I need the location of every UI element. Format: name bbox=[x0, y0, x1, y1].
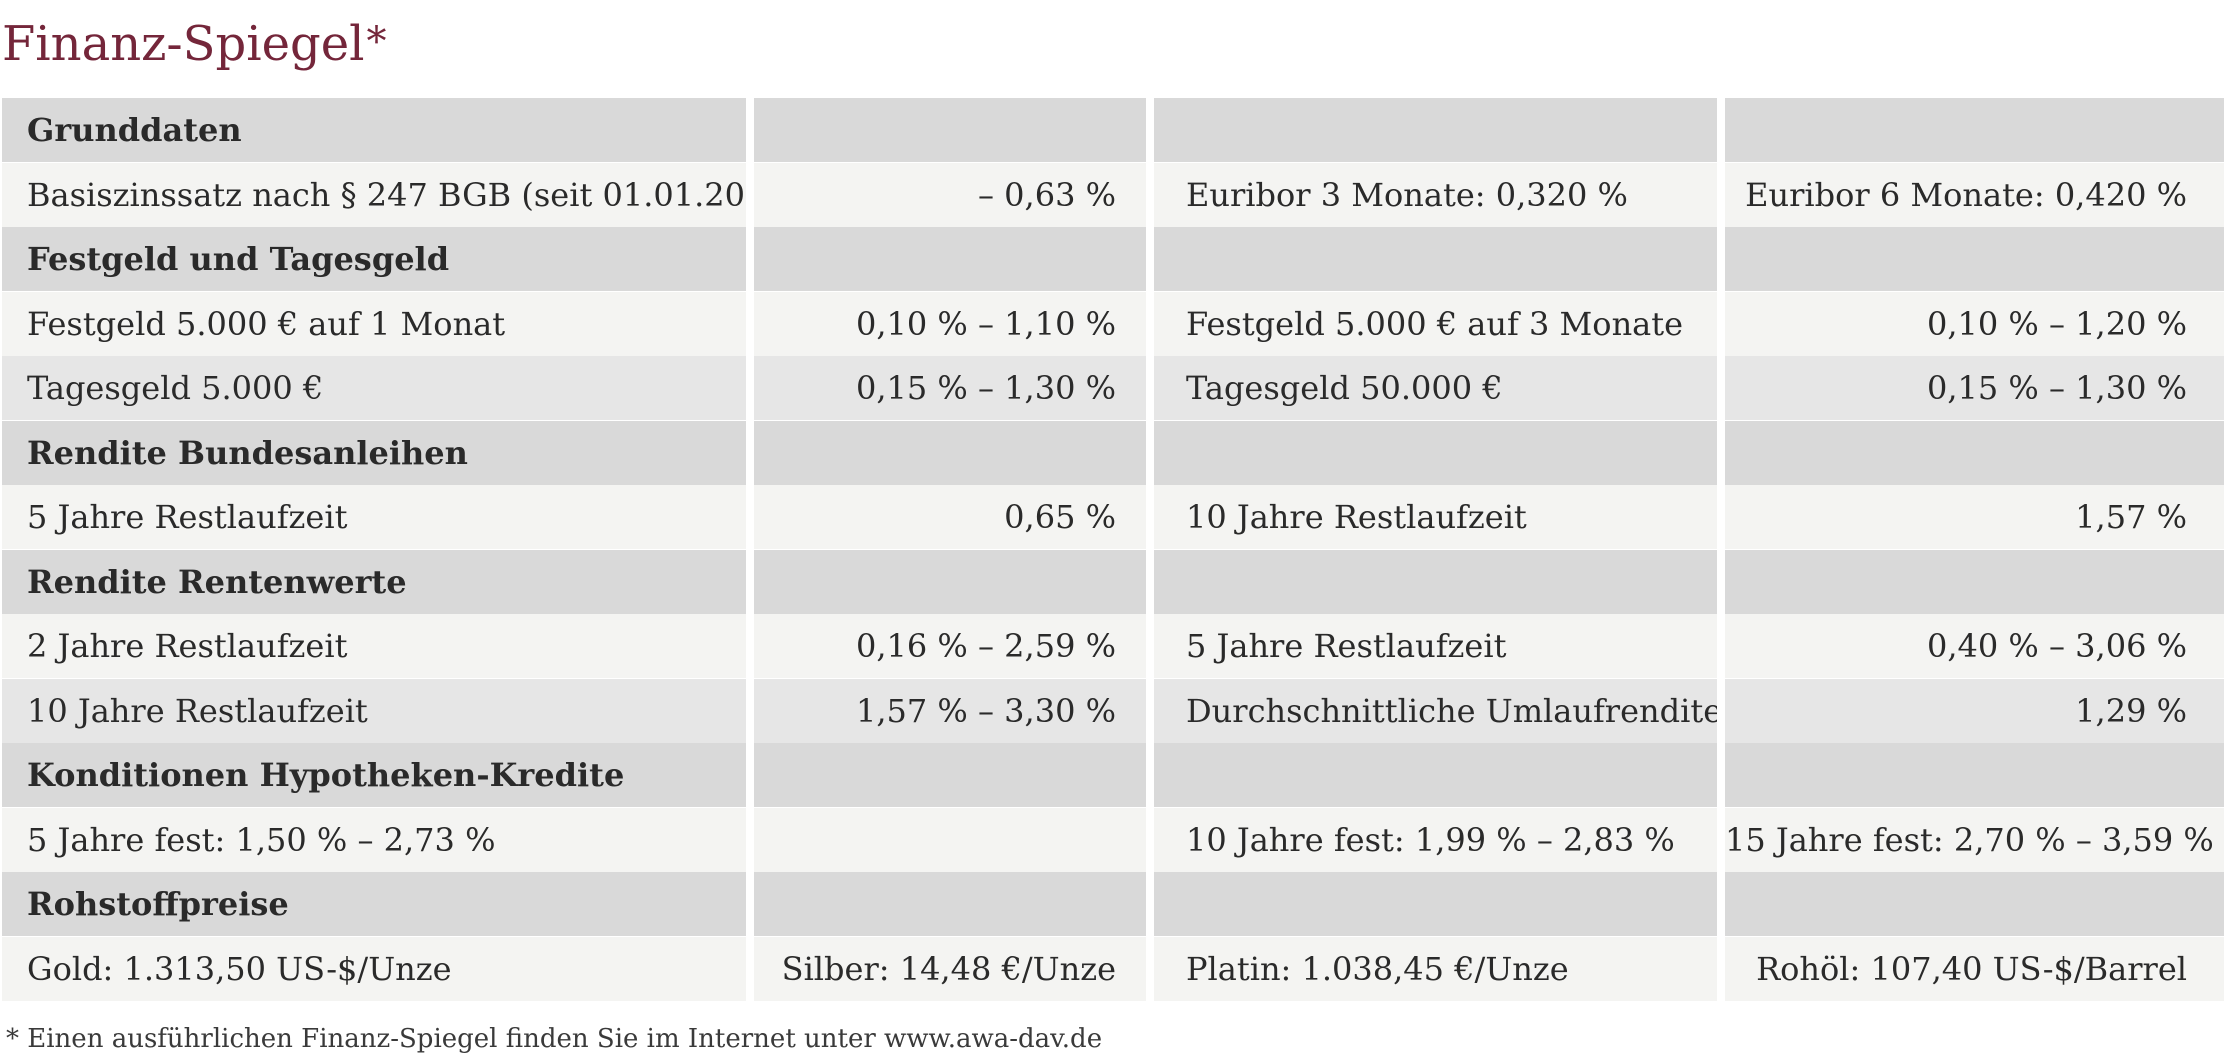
section-header-rentenwerte: Rendite Rentenwerte bbox=[2, 549, 2224, 614]
header-cell-empty bbox=[754, 420, 1146, 485]
row-value: 1,57 % – 3,30 % bbox=[754, 678, 1146, 743]
table-row: 10 Jahre Restlaufzeit 1,57 % – 3,30 % Du… bbox=[2, 678, 2224, 743]
header-cell-empty bbox=[1725, 872, 2224, 936]
header-cell-empty bbox=[754, 227, 1146, 291]
section-header-rohstoffe: Rohstoffpreise bbox=[2, 872, 2224, 936]
header-cell-empty bbox=[1725, 227, 2224, 291]
row-label-right: 10 Jahre fest: 1,99 % – 2,83 % bbox=[1154, 807, 1717, 872]
row-label-right: 10 Jahre Restlaufzeit bbox=[1154, 485, 1717, 549]
header-cell-empty bbox=[754, 872, 1146, 936]
section-heading: Rendite Rentenwerte bbox=[2, 549, 746, 614]
header-cell-empty bbox=[754, 743, 1146, 807]
section-heading: Rohstoffpreise bbox=[2, 872, 746, 936]
header-cell-empty bbox=[1154, 98, 1717, 162]
page-title-text: Finanz-Spiegel bbox=[2, 16, 365, 72]
header-cell-empty bbox=[1154, 227, 1717, 291]
header-cell-empty bbox=[754, 98, 1146, 162]
finance-table: Grunddaten Basiszinssatz nach § 247 BGB … bbox=[2, 98, 2224, 1001]
table-row: Tagesgeld 5.000 € 0,15 % – 1,30 % Tagesg… bbox=[2, 356, 2224, 420]
table-row: 5 Jahre Restlaufzeit 0,65 % 10 Jahre Res… bbox=[2, 485, 2224, 549]
row-value: 0,15 % – 1,30 % bbox=[754, 356, 1146, 420]
row-value-right: 0,40 % – 3,06 % bbox=[1725, 614, 2224, 678]
row-value: Silber: 14,48 €/Unze bbox=[754, 936, 1146, 1001]
row-value-right: Euribor 6 Monate: 0,420 % bbox=[1725, 162, 2224, 227]
section-heading: Rendite Bundesanleihen bbox=[2, 420, 746, 485]
title-footnote-marker: * bbox=[366, 19, 387, 65]
header-cell-empty bbox=[1725, 549, 2224, 614]
row-label: 5 Jahre Restlaufzeit bbox=[2, 485, 746, 549]
table-row: Gold: 1.313,50 US-$/Unze Silber: 14,48 €… bbox=[2, 936, 2224, 1001]
row-value-right: 1,29 % bbox=[1725, 678, 2224, 743]
header-cell-empty bbox=[1154, 872, 1717, 936]
row-value bbox=[754, 807, 1146, 872]
row-label: Basiszinssatz nach § 247 BGB (seit 01.01… bbox=[2, 162, 746, 227]
header-cell-empty bbox=[1725, 743, 2224, 807]
footnote: * Einen ausführlichen Finanz-Spiegel fin… bbox=[6, 1024, 1103, 1054]
row-label-right: Platin: 1.038,45 €/Unze bbox=[1154, 936, 1717, 1001]
section-heading: Konditionen Hypotheken-Kredite bbox=[2, 743, 746, 807]
row-label: Festgeld 5.000 € auf 1 Monat bbox=[2, 291, 746, 356]
page-title: Finanz-Spiegel* bbox=[2, 14, 386, 74]
header-cell-empty bbox=[1154, 420, 1717, 485]
row-value-right: 15 Jahre fest: 2,70 % – 3,59 % bbox=[1725, 807, 2224, 872]
row-value-right: 0,10 % – 1,20 % bbox=[1725, 291, 2224, 356]
table-row: 2 Jahre Restlaufzeit 0,16 % – 2,59 % 5 J… bbox=[2, 614, 2224, 678]
row-value-right: Rohöl: 107,40 US-$/Barrel bbox=[1725, 936, 2224, 1001]
header-cell-empty bbox=[1154, 743, 1717, 807]
row-label: Gold: 1.313,50 US-$/Unze bbox=[2, 936, 746, 1001]
section-header-grunddaten: Grunddaten bbox=[2, 98, 2224, 162]
table-row: Basiszinssatz nach § 247 BGB (seit 01.01… bbox=[2, 162, 2224, 227]
row-label: 10 Jahre Restlaufzeit bbox=[2, 678, 746, 743]
section-header-bundesanleihen: Rendite Bundesanleihen bbox=[2, 420, 2224, 485]
table-row: 5 Jahre fest: 1,50 % – 2,73 % 10 Jahre f… bbox=[2, 807, 2224, 872]
section-header-hypotheken: Konditionen Hypotheken-Kredite bbox=[2, 743, 2224, 807]
row-label-right: Tagesgeld 50.000 € bbox=[1154, 356, 1717, 420]
row-label-right: 5 Jahre Restlaufzeit bbox=[1154, 614, 1717, 678]
table-row: Festgeld 5.000 € auf 1 Monat 0,10 % – 1,… bbox=[2, 291, 2224, 356]
row-label-right: Festgeld 5.000 € auf 3 Monate bbox=[1154, 291, 1717, 356]
row-value: 0,16 % – 2,59 % bbox=[754, 614, 1146, 678]
row-label: 5 Jahre fest: 1,50 % – 2,73 % bbox=[2, 807, 746, 872]
header-cell-empty bbox=[1725, 98, 2224, 162]
row-value: – 0,63 % bbox=[754, 162, 1146, 227]
header-cell-empty bbox=[1154, 549, 1717, 614]
header-cell-empty bbox=[1725, 420, 2224, 485]
section-heading: Grunddaten bbox=[2, 98, 746, 162]
row-label: 2 Jahre Restlaufzeit bbox=[2, 614, 746, 678]
row-label-right: Euribor 3 Monate: 0,320 % bbox=[1154, 162, 1717, 227]
header-cell-empty bbox=[754, 549, 1146, 614]
row-value: 0,65 % bbox=[754, 485, 1146, 549]
row-value-right: 1,57 % bbox=[1725, 485, 2224, 549]
row-label: Tagesgeld 5.000 € bbox=[2, 356, 746, 420]
section-heading: Festgeld und Tagesgeld bbox=[2, 227, 746, 291]
row-value-right: 0,15 % – 1,30 % bbox=[1725, 356, 2224, 420]
row-label-right: Durchschnittliche Umlaufrendite bbox=[1154, 678, 1717, 743]
row-value: 0,10 % – 1,10 % bbox=[754, 291, 1146, 356]
section-header-festgeld: Festgeld und Tagesgeld bbox=[2, 227, 2224, 291]
